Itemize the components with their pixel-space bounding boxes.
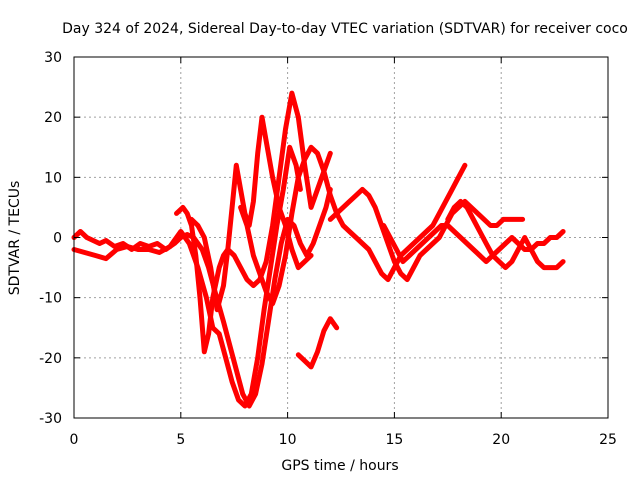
y-axis-label: SDTVAR / TECUs: [7, 181, 23, 296]
series-layer: [71, 90, 566, 409]
x-axis-ticks: 0 5 10 15 20 25: [70, 57, 617, 448]
series-line-track-8: [445, 198, 566, 271]
series-line-track-3: [174, 90, 333, 355]
y-axis-ticks: -30 -20 -10 0 10 20 30: [39, 50, 608, 427]
x-tick-label: 20: [492, 432, 510, 448]
y-tick-label: 10: [44, 170, 62, 186]
grid: [74, 57, 608, 418]
chart-title: Day 324 of 2024, Sidereal Day-to-day VTE…: [62, 21, 628, 37]
series-line-track-5: [238, 144, 468, 307]
series-line-track-9: [295, 316, 340, 370]
x-tick-label: 15: [385, 432, 403, 448]
x-tick-label: 0: [70, 432, 79, 448]
y-tick-label: -30: [39, 411, 62, 427]
series-line-track-6: [327, 186, 526, 283]
y-tick-label: 30: [44, 50, 62, 66]
series-line-track-7: [381, 223, 566, 265]
x-axis-label: GPS time / hours: [281, 458, 398, 474]
y-tick-label: 0: [53, 231, 62, 247]
series-line-track-2: [71, 144, 303, 409]
y-tick-label: -20: [39, 351, 62, 367]
x-tick-label: 25: [599, 432, 617, 448]
y-tick-label: 20: [44, 110, 62, 126]
x-tick-label: 5: [176, 432, 185, 448]
x-tick-label: 10: [279, 432, 297, 448]
y-tick-label: -10: [39, 291, 62, 307]
